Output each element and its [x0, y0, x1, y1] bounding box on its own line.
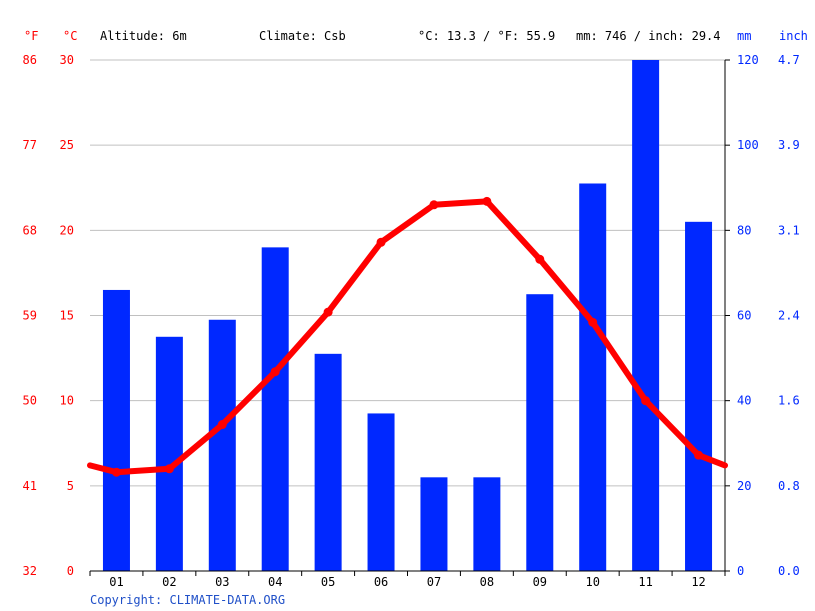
month-label-01: 01 [109, 575, 123, 589]
celsius-tick-label: 25 [60, 138, 74, 152]
precipitation-bars [102, 60, 713, 572]
precip-bar-05 [314, 353, 342, 571]
temperature-point-09 [535, 254, 545, 264]
precip-total-label: mm: 746 / inch: 29.4 [576, 29, 721, 43]
precip-bar-07 [420, 477, 448, 571]
mm-tick-label: 0 [737, 564, 744, 578]
month-label-02: 02 [162, 575, 176, 589]
temperature-point-06 [376, 237, 386, 247]
temperature-point-07 [429, 200, 439, 210]
celsius-tick-label: 5 [67, 479, 74, 493]
precip-bar-08 [473, 477, 501, 571]
inch-tick-label: 4.7 [778, 53, 800, 67]
precip-bar-12 [685, 221, 713, 572]
grid-lines [90, 59, 725, 487]
axes [89, 59, 730, 576]
temperature-line [87, 196, 728, 477]
unit-fahrenheit-label: °F [24, 29, 38, 43]
month-label-10: 10 [585, 575, 599, 589]
fahrenheit-tick-label: 32 [23, 564, 37, 578]
unit-mm-label: mm [737, 29, 751, 43]
altitude-label: Altitude: 6m [100, 29, 187, 43]
mm-tick-label: 20 [737, 479, 751, 493]
month-label-04: 04 [268, 575, 282, 589]
month-label-11: 11 [638, 575, 652, 589]
celsius-tick-label: 10 [60, 394, 74, 408]
fahrenheit-tick-label: 59 [23, 309, 37, 323]
month-label-03: 03 [215, 575, 229, 589]
fahrenheit-tick-label: 68 [23, 223, 37, 237]
mm-tick-label: 60 [737, 309, 751, 323]
inch-tick-label: 2.4 [778, 309, 800, 323]
temperature-point-03 [217, 420, 227, 430]
temperature-polyline [87, 198, 728, 476]
precip-bar-09 [526, 294, 554, 571]
temperature-point-05 [323, 307, 333, 317]
climate-label: Climate: Csb [259, 29, 346, 43]
tick-labels: 32 0 41 5 50 10 59 15 68 20 77 25 86 30 0 0.0 20 0.8 40 1.6… [23, 53, 800, 589]
mm-tick-label: 80 [737, 223, 751, 237]
precip-bar-02 [155, 336, 183, 571]
mm-tick-label: 40 [737, 394, 751, 408]
inch-tick-label: 3.9 [778, 138, 800, 152]
precip-bar-06 [367, 413, 395, 571]
avg-temperature-label: °C: 13.3 / °F: 55.9 [418, 29, 555, 43]
celsius-tick-label: 20 [60, 223, 74, 237]
precip-bar-04 [261, 247, 289, 571]
inch-tick-label: 3.1 [778, 223, 800, 237]
unit-celsius-label: °C [63, 29, 77, 43]
inch-tick-label: 1.6 [778, 394, 800, 408]
temperature-point-08 [482, 196, 492, 206]
unit-inch-label: inch [779, 29, 808, 43]
precip-bar-10 [579, 183, 607, 571]
month-label-06: 06 [374, 575, 388, 589]
fahrenheit-tick-label: 41 [23, 479, 37, 493]
precip-bar-01 [102, 289, 130, 571]
temperature-point-12 [694, 450, 704, 460]
fahrenheit-tick-label: 77 [23, 138, 37, 152]
temperature-point-02 [164, 464, 174, 474]
mm-tick-label: 100 [737, 138, 759, 152]
month-label-07: 07 [427, 575, 441, 589]
month-label-12: 12 [691, 575, 705, 589]
temperature-point-10 [588, 317, 598, 327]
mm-tick-label: 120 [737, 53, 759, 67]
month-label-08: 08 [480, 575, 494, 589]
fahrenheit-tick-label: 86 [23, 53, 37, 67]
celsius-tick-label: 30 [60, 53, 74, 67]
precip-bar-03 [208, 319, 236, 571]
month-label-05: 05 [321, 575, 335, 589]
celsius-tick-label: 0 [67, 564, 74, 578]
copyright-label[interactable]: Copyright: CLIMATE-DATA.ORG [90, 593, 285, 607]
precip-bar-11 [632, 60, 660, 571]
temperature-point-04 [270, 367, 280, 377]
inch-tick-label: 0.0 [778, 564, 800, 578]
celsius-tick-label: 15 [60, 309, 74, 323]
month-label-09: 09 [533, 575, 547, 589]
inch-tick-label: 0.8 [778, 479, 800, 493]
temperature-point-11 [641, 396, 651, 406]
fahrenheit-tick-label: 50 [23, 394, 37, 408]
temperature-point-01 [111, 467, 121, 477]
